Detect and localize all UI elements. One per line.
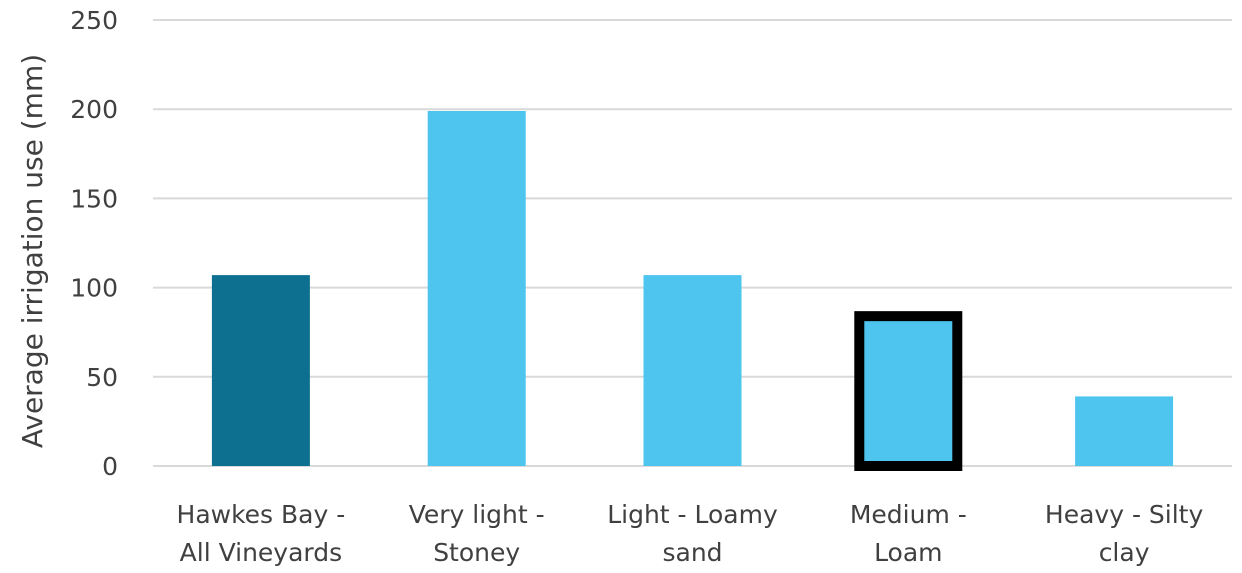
x-tick-label-line: Heavy - Silty [1045,500,1204,529]
bar-3 [854,311,963,472]
x-axis-labels: Hawkes Bay - All Vineyards Very light - Sto… [177,500,1204,567]
x-tick-label-line: Stoney [433,538,520,567]
x-tick-label: Light - Loamy sand [607,500,778,567]
y-axis-ticks: 0 50 100 150 200 250 [70,6,118,481]
bar-0 [211,275,310,466]
x-tick-label-line: Very light - [409,500,545,529]
x-tick-label-line: Medium - [850,500,967,529]
bar-4 [1075,396,1174,466]
y-tick-label: 150 [70,184,118,213]
x-tick-label-line: Loam [874,538,942,567]
x-tick-label-line: clay [1099,538,1150,567]
x-tick-label: Medium - Loam [850,500,967,567]
x-tick-label: Heavy - Silty clay [1045,500,1204,567]
y-tick-label: 250 [70,6,118,35]
y-tick-label: 100 [70,274,118,303]
y-tick-label: 0 [102,452,118,481]
x-tick-label-line: All Vineyards [180,538,343,567]
y-axis-title: Average irrigation use (mm) [16,54,49,448]
x-tick-label-line: Light - Loamy [607,500,778,529]
x-tick-label-line: sand [662,538,722,567]
x-tick-label: Very light - Stoney [409,500,545,567]
y-tick-label: 50 [86,363,118,392]
bars [211,110,1174,472]
x-tick-label-line: Hawkes Bay - [177,500,346,529]
bar-2 [643,275,742,466]
bar-1 [427,110,526,466]
x-tick-label: Hawkes Bay - All Vineyards [177,500,346,567]
y-tick-label: 200 [70,95,118,124]
